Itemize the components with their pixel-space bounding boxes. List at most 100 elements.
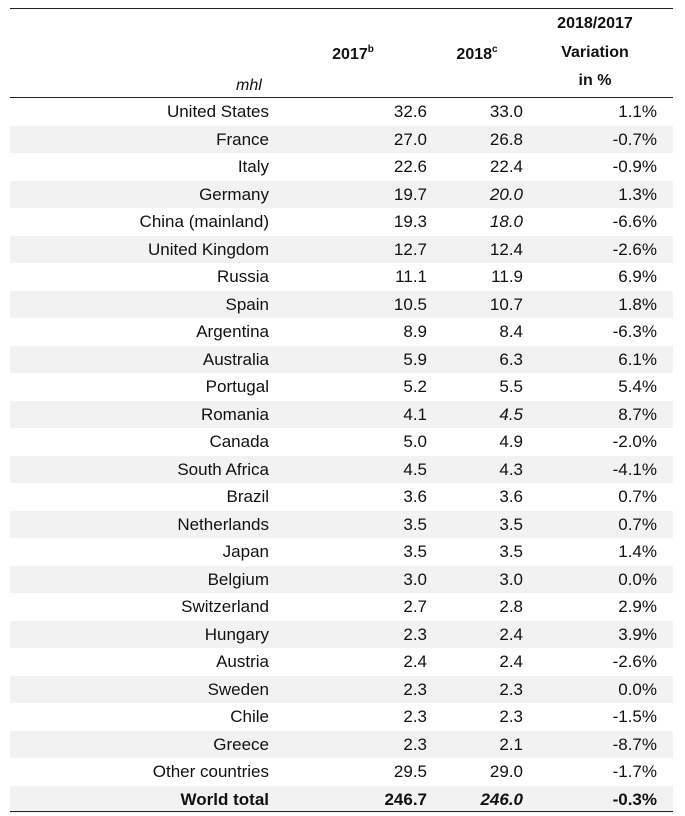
- value-2018-cell: 2.3: [499, 707, 523, 726]
- header-2017: 2017b: [318, 44, 388, 66]
- country-cell: Russia: [217, 267, 269, 286]
- header-2017-note: b: [367, 44, 374, 55]
- value-2017-cell: 3.5: [403, 542, 427, 561]
- header-variation-line3: in %: [578, 72, 612, 89]
- value-2017-cell: 2.7: [403, 597, 427, 616]
- variation-cell: -6.6%: [612, 212, 657, 231]
- value-2017-cell: 8.9: [403, 322, 427, 341]
- country-cell: Chile: [230, 707, 269, 726]
- table-row: Chile 2.3 2.3 -1.5%: [10, 703, 673, 731]
- table-row: South Africa 4.5 4.3 -4.1%: [10, 455, 673, 483]
- top-rule: [10, 8, 673, 9]
- variation-cell: -4.1%: [612, 459, 657, 479]
- header-variation-line2: Variation: [561, 44, 629, 61]
- value-2018-cell: 2.4: [499, 652, 523, 671]
- value-2018-cell: 29.0: [489, 762, 523, 781]
- table-row: Greece 2.3 2.1 -8.7%: [10, 730, 673, 758]
- table-row: Brazil 3.6 3.6 0.7%: [10, 483, 673, 511]
- country-cell: Sweden: [207, 679, 269, 699]
- variation-cell: 2.9%: [618, 597, 657, 616]
- table-row: Australia 5.9 6.3 6.1%: [10, 345, 673, 373]
- header-2018: 2018c: [442, 44, 512, 66]
- header-variation-line1: 2018/2017: [557, 15, 633, 32]
- value-2018-cell: 11.9: [491, 267, 523, 286]
- value-2017-cell: 5.0: [403, 432, 427, 451]
- variation-cell: -0.3%: [612, 789, 657, 809]
- value-2018-cell: 3.6: [499, 487, 523, 506]
- value-2018-cell: 8.4: [499, 322, 523, 341]
- table-row: Romania 4.1 4.5 8.7%: [10, 400, 673, 428]
- country-cell: Spain: [225, 294, 269, 314]
- value-2018-cell: 4.5: [499, 404, 523, 424]
- total-row: World total 246.7 246.0 -0.3%: [10, 785, 673, 813]
- country-cell: Portugal: [205, 377, 269, 396]
- header-rule: [10, 97, 673, 98]
- table-row: Germany 19.7 20.0 1.3%: [10, 180, 673, 208]
- value-2018-cell: 6.3: [499, 349, 523, 369]
- value-2017-cell: 10.5: [393, 294, 427, 314]
- value-2017-cell: 11.1: [395, 267, 427, 286]
- variation-cell: 0.0%: [618, 679, 657, 699]
- variation-cell: 8.7%: [618, 404, 657, 424]
- value-2018-cell: 20.0: [489, 184, 523, 204]
- value-2018-cell: 22.4: [489, 157, 523, 176]
- table-row: France 27.0 26.8 -0.7%: [10, 125, 673, 153]
- value-2017-cell: 3.6: [403, 487, 427, 506]
- country-cell: South Africa: [177, 459, 269, 479]
- table-row: Sweden 2.3 2.3 0.0%: [10, 675, 673, 703]
- value-2017-cell: 5.2: [403, 377, 427, 396]
- table-row: Argentina 8.9 8.4 -6.3%: [10, 318, 673, 346]
- table-row: Russia 11.1 11.9 6.9%: [10, 263, 673, 291]
- country-cell: United Kingdom: [148, 239, 269, 259]
- variation-cell: 1.8%: [618, 294, 657, 314]
- value-2017-cell: 19.3: [393, 212, 427, 231]
- table-row: Canada 5.0 4.9 -2.0%: [10, 428, 673, 456]
- value-2018-cell: 3.5: [499, 514, 523, 534]
- variation-cell: -8.7%: [612, 734, 657, 754]
- header-2017-label: 2017: [332, 46, 368, 63]
- value-2018-cell: 26.8: [489, 129, 523, 149]
- country-cell: Greece: [213, 734, 269, 754]
- value-2018-cell: 5.5: [499, 377, 523, 396]
- value-2017-cell: 29.5: [393, 762, 427, 781]
- header-2018-note: c: [492, 44, 498, 55]
- country-cell: Italy: [237, 157, 269, 176]
- value-2017-cell: 5.9: [403, 349, 427, 369]
- value-2018-cell: 12.4: [489, 239, 523, 259]
- value-2018-cell: 3.5: [499, 542, 523, 561]
- country-cell: Austria: [216, 652, 269, 671]
- value-2018-cell: 10.7: [489, 294, 523, 314]
- unit-label: mhl: [236, 77, 262, 94]
- table-row: Italy 22.6 22.4 -0.9%: [10, 153, 673, 181]
- value-2017-cell: 27.0: [393, 129, 427, 149]
- variation-cell: 3.9%: [618, 624, 657, 644]
- variation-cell: 6.9%: [618, 267, 657, 286]
- value-2017-cell: 2.3: [403, 679, 427, 699]
- value-2018-cell: 18.0: [489, 212, 523, 231]
- country-cell: France: [216, 129, 269, 149]
- header-variation: 2018/2017 Variation in %: [540, 13, 650, 92]
- variation-cell: 0.7%: [618, 487, 657, 506]
- value-2017-cell: 246.7: [384, 789, 427, 809]
- value-2017-cell: 32.6: [393, 102, 427, 121]
- value-2017-cell: 2.3: [403, 734, 427, 754]
- value-2017-cell: 4.1: [403, 404, 427, 424]
- table-row: China (mainland) 19.3 18.0 -6.6%: [10, 208, 673, 236]
- value-2017-cell: 3.5: [403, 514, 427, 534]
- value-2017-cell: 22.6: [393, 157, 427, 176]
- table-row: Austria 2.4 2.4 -2.6%: [10, 648, 673, 676]
- country-cell: United States: [166, 102, 269, 121]
- variation-cell: -2.6%: [612, 239, 657, 259]
- country-cell: Belgium: [207, 569, 269, 589]
- value-2018-cell: 33.0: [489, 102, 523, 121]
- table-body: United States 32.6 33.0 1.1% France 27.0 26.8 -…: [10, 98, 673, 813]
- country-cell: China (mainland): [139, 212, 269, 231]
- variation-cell: -1.7%: [612, 762, 657, 781]
- bottom-rule: [10, 811, 673, 812]
- variation-cell: -6.3%: [612, 322, 657, 341]
- country-cell: Australia: [202, 349, 269, 369]
- table-row: Belgium 3.0 3.0 0.0%: [10, 565, 673, 593]
- country-cell: Other countries: [152, 762, 269, 781]
- value-2017-cell: 19.7: [393, 184, 427, 204]
- value-2017-cell: 2.3: [403, 624, 427, 644]
